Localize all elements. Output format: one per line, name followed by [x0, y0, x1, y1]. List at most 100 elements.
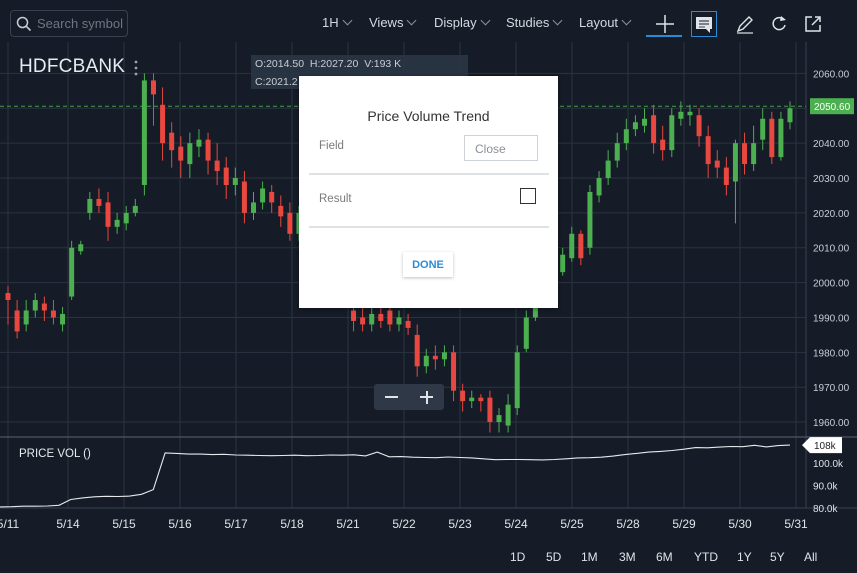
candle-body: [187, 143, 193, 165]
candle-body: [614, 143, 620, 161]
candle-body: [278, 205, 284, 217]
candle-body: [760, 118, 766, 140]
candle-body: [14, 310, 20, 332]
candle-body: [723, 167, 729, 185]
plus-icon-vertical: [425, 390, 428, 404]
candle-body: [287, 212, 293, 234]
draw-button[interactable]: [732, 11, 758, 37]
candle-body: [296, 212, 302, 234]
range-button-1y[interactable]: 1Y: [737, 550, 752, 564]
candle-body: [141, 80, 147, 185]
pencil-icon: [736, 16, 753, 34]
minus-icon: [385, 396, 398, 398]
candle-body: [460, 390, 466, 402]
price-tick-label: 1960.00: [813, 418, 850, 429]
x-axis-label: 5/14: [56, 517, 80, 531]
candle-body: [251, 202, 257, 213]
views-label: Views: [369, 15, 404, 30]
done-button[interactable]: DONE: [403, 252, 453, 277]
candle-body: [396, 317, 402, 325]
range-button-ytd[interactable]: YTD: [694, 550, 718, 564]
x-axis-label: 5/23: [448, 517, 472, 531]
x-axis-label: 5/18: [280, 517, 304, 531]
price-tick-label: 2010.00: [813, 244, 850, 255]
x-axis-label: 5/28: [616, 517, 640, 531]
candle-body: [160, 104, 166, 144]
x-axis-label: 5/21: [336, 517, 360, 531]
chevron-down-icon: [342, 15, 353, 26]
volume-tick-label: 100.0k: [813, 459, 844, 470]
x-axis-label: 5/22: [392, 517, 416, 531]
range-button-5d[interactable]: 5D: [546, 550, 562, 564]
price-badge-bg: [810, 98, 854, 115]
candle-body: [96, 198, 102, 206]
study-label[interactable]: PRICE VOL (): [19, 448, 91, 460]
candle-body: [787, 108, 793, 123]
undo-button[interactable]: [766, 11, 792, 37]
price-tick-label: 2020.00: [813, 209, 850, 220]
field-select[interactable]: Close: [464, 135, 538, 161]
candle-body: [5, 293, 11, 301]
candle-body: [632, 122, 638, 130]
symbol-title: HDFCBANK: [19, 56, 126, 77]
range-button-3m[interactable]: 3M: [619, 550, 636, 564]
comments-button[interactable]: [691, 11, 717, 37]
price-tick-label: 2000.00: [813, 279, 850, 290]
active-tool-indicator: [646, 35, 682, 37]
candle-body: [505, 404, 511, 426]
result-checkbox[interactable]: [520, 188, 536, 204]
crosshair-button[interactable]: [652, 11, 678, 37]
candle-body: [578, 233, 584, 259]
candle-body: [23, 310, 29, 325]
divider: [309, 173, 549, 175]
candle-body: [605, 160, 611, 179]
dialog-title: Price Volume Trend: [367, 108, 490, 124]
divider: [309, 226, 549, 228]
candle-body: [178, 146, 184, 161]
search-box[interactable]: [10, 10, 128, 37]
candle-body: [32, 300, 38, 311]
search-input[interactable]: [37, 14, 125, 33]
candle-body: [742, 143, 748, 165]
share-icon: [805, 16, 821, 32]
candle-body: [432, 355, 438, 360]
range-button-1m[interactable]: 1M: [581, 550, 598, 564]
interval-menu[interactable]: 1H: [322, 15, 353, 30]
range-button-5y[interactable]: 5Y: [770, 550, 785, 564]
zoom-control: [374, 384, 444, 410]
display-menu[interactable]: Display: [434, 15, 491, 30]
candle-body: [651, 115, 657, 144]
pvt-line: [0, 444, 791, 508]
ohlc-line-1: O:2014.50 H:2027.20 V:193 K: [255, 58, 401, 70]
x-axis-label: 5/15: [112, 517, 136, 531]
kebab-menu-icon[interactable]: [134, 60, 138, 76]
candle-body: [360, 317, 366, 325]
result-label: Result: [319, 193, 352, 205]
studies-label: Studies: [506, 15, 550, 30]
candle-body: [405, 320, 411, 328]
candle-body: [660, 139, 666, 151]
ohlc-line-2: C:2021.2: [255, 76, 298, 88]
zoom-out-button[interactable]: [374, 384, 409, 410]
candle-body: [714, 160, 720, 168]
range-button-all[interactable]: All: [804, 550, 818, 564]
range-button-6m[interactable]: 6M: [656, 550, 673, 564]
candle-body: [769, 118, 775, 158]
candle-body: [105, 202, 111, 227]
search-icon: [16, 16, 32, 32]
study-badge-text: 108k: [814, 441, 837, 452]
candle-body: [678, 111, 684, 119]
views-menu[interactable]: Views: [369, 15, 417, 30]
open-label: O:: [255, 58, 267, 70]
candle-body: [78, 244, 84, 252]
x-axis-label: 5/31: [784, 517, 808, 531]
candle-body: [69, 247, 75, 297]
candle-body: [205, 139, 211, 161]
studies-menu[interactable]: Studies: [506, 15, 563, 30]
candle-body: [514, 352, 520, 409]
share-button[interactable]: [800, 11, 826, 37]
candle-body: [487, 397, 493, 423]
zoom-in-button[interactable]: [409, 384, 444, 410]
layout-menu[interactable]: Layout: [579, 15, 632, 30]
range-button-1d[interactable]: 1D: [510, 550, 526, 564]
